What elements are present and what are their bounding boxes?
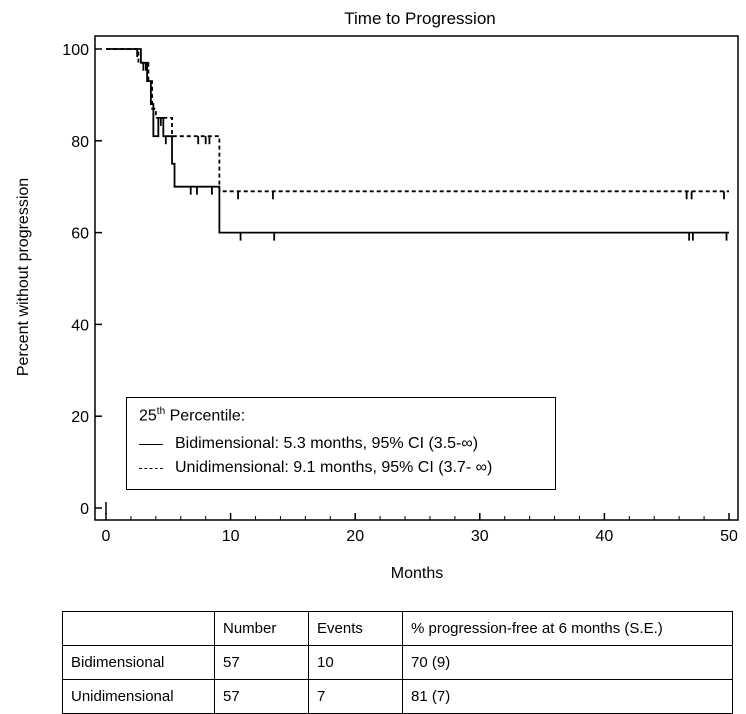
table-cell: 57 bbox=[214, 645, 309, 680]
legend-title-number: 25 bbox=[139, 407, 157, 425]
table-header-cell bbox=[62, 611, 215, 646]
series-unidimensional-line bbox=[106, 48, 729, 193]
y-tick-label: 40 bbox=[71, 317, 89, 334]
table-row: Bidimensional 57 10 70 (9) bbox=[62, 645, 733, 680]
summary-table: Number Events % progression-free at 6 mo… bbox=[62, 611, 733, 714]
legend-solid-line-swatch bbox=[139, 443, 163, 445]
legend-entry-label: Bidimensional: 5.3 months, 95% CI (3.5-∞… bbox=[175, 435, 479, 452]
legend-title-text: Percentile: bbox=[165, 407, 246, 425]
series-layer bbox=[105, 48, 729, 514]
x-tick-label: 40 bbox=[596, 528, 614, 545]
table-header-row: Number Events % progression-free at 6 mo… bbox=[62, 611, 733, 646]
legend-entry-label: Unidimensional: 9.1 months, 95% CI (3.7-… bbox=[175, 459, 493, 476]
x-tick-label: 10 bbox=[222, 528, 240, 545]
axes: 0 20 40 60 80 100 0 10 20 30 40 50 bbox=[62, 35, 739, 545]
table-header-cell: Events bbox=[308, 611, 403, 646]
table-cell: 57 bbox=[214, 679, 309, 714]
legend-entry-bidimensional: Bidimensional: 5.3 months, 95% CI (3.5-∞… bbox=[139, 434, 478, 454]
x-axis-label: Months bbox=[391, 565, 443, 582]
legend-title: 25th Percentile: bbox=[139, 406, 245, 425]
table-cell: 70 (9) bbox=[402, 645, 733, 680]
series-bidimensional-line bbox=[106, 48, 729, 234]
x-tick-label: 30 bbox=[471, 528, 489, 545]
table-header-cell: Number bbox=[214, 611, 309, 646]
table-cell: 10 bbox=[308, 645, 403, 680]
chart-title: Time to Progression bbox=[344, 9, 495, 28]
table-row: Unidimensional 57 7 81 (7) bbox=[62, 679, 733, 714]
table-cell: 81 (7) bbox=[402, 679, 733, 714]
legend-title-suffix: th bbox=[156, 406, 166, 417]
x-tick-label: 20 bbox=[346, 528, 364, 545]
legend-dashed-line-swatch bbox=[139, 467, 163, 469]
table-cell: Bidimensional bbox=[62, 645, 215, 680]
x-tick-label: 50 bbox=[720, 528, 738, 545]
y-tick-label: 100 bbox=[62, 42, 89, 59]
chart-canvas: Time to Progression 0 20 40 60 80 100 0 10 20 30 4… bbox=[15, 9, 739, 582]
x-tick-label: 0 bbox=[102, 528, 111, 545]
table-header-cell: % progression-free at 6 months (S.E.) bbox=[402, 611, 733, 646]
y-tick-label: 0 bbox=[80, 501, 89, 518]
y-tick-label: 60 bbox=[71, 226, 89, 243]
table-cell: 7 bbox=[308, 679, 403, 714]
legend: 25th Percentile: Bidimensional: 5.3 mont… bbox=[126, 397, 556, 490]
y-tick-label: 80 bbox=[71, 134, 89, 151]
y-tick-label: 20 bbox=[71, 409, 89, 426]
plot-frame bbox=[94, 35, 739, 521]
table-cell: Unidimensional bbox=[62, 679, 215, 714]
y-axis-label: Percent without progression bbox=[15, 178, 32, 376]
legend-entry-unidimensional: Unidimensional: 9.1 months, 95% CI (3.7-… bbox=[139, 458, 492, 478]
